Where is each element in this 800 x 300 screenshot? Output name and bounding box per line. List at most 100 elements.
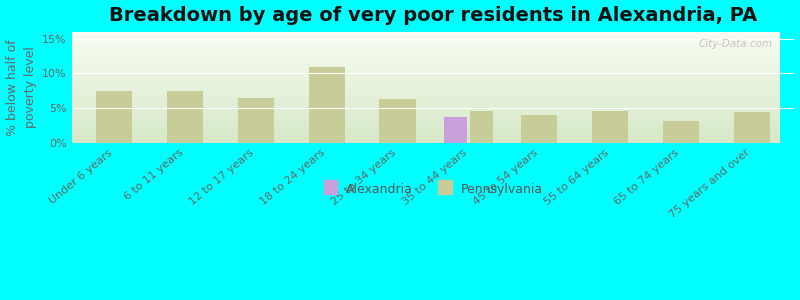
Bar [71,68,780,69]
Bar [71,88,780,89]
Bar [71,119,780,120]
Bar [71,47,780,48]
Bar [71,138,780,139]
Bar [71,96,780,97]
Bar [71,97,780,98]
Bar [71,103,780,104]
Bar [71,141,780,142]
Bar [309,67,345,143]
Bar [71,81,780,82]
Bar [71,89,780,90]
Bar [71,98,780,99]
Bar [71,65,780,66]
Bar [71,55,780,56]
Bar [71,132,780,133]
Bar [71,118,780,119]
Bar [71,38,780,39]
Bar [71,129,780,130]
Bar [71,99,780,100]
Bar [71,108,780,109]
Bar [71,126,780,127]
Bar [71,79,780,80]
Bar [71,115,780,116]
Bar [71,52,780,53]
Bar [592,112,628,143]
Bar [71,62,780,63]
Bar [71,73,780,74]
Bar [167,92,203,143]
Bar [71,69,780,70]
Bar [71,49,780,50]
Bar [71,140,780,141]
Bar [71,59,780,60]
Bar [71,124,780,125]
Bar [71,80,780,81]
Bar [71,102,780,103]
Bar [71,128,780,129]
Text: City-Data.com: City-Data.com [698,39,773,50]
Bar [71,107,780,108]
Bar [71,106,780,107]
Bar [71,94,780,95]
Bar [71,82,780,83]
Bar [71,125,780,126]
Bar [71,122,780,123]
Bar [71,63,780,64]
Bar [71,139,780,140]
Bar [71,90,780,91]
Bar [71,78,780,79]
Bar [71,117,780,118]
Bar [71,100,780,101]
Bar [71,137,780,138]
Bar [71,121,780,122]
Bar [71,123,780,124]
Bar [71,116,780,117]
Bar [71,77,780,78]
Bar [71,54,780,55]
Bar [71,136,780,137]
Bar [71,72,780,73]
Bar [71,83,780,84]
Bar [71,133,780,134]
Bar [71,101,780,102]
Bar [71,134,780,135]
Bar [71,127,780,128]
Bar [71,57,780,58]
Bar [379,99,416,143]
Bar [71,50,780,51]
Bar [71,60,780,61]
Bar [71,39,780,40]
Bar [71,76,780,77]
Bar [71,120,780,121]
Bar [71,93,780,94]
Bar [71,95,780,96]
Bar [96,91,132,143]
Bar [71,92,780,93]
Bar [238,98,274,143]
Bar [71,53,780,54]
Bar [71,46,780,47]
Bar [71,32,780,33]
Y-axis label: % below half of
poverty level: % below half of poverty level [6,39,37,136]
Bar [71,40,780,41]
Bar [71,44,780,45]
Bar [71,105,780,106]
Bar [71,84,780,85]
Bar [71,111,780,112]
Bar [470,111,493,143]
Bar [71,75,780,76]
Bar [71,74,780,75]
Bar [71,37,780,38]
Bar [663,121,699,143]
Bar [71,48,780,49]
Bar [71,58,780,59]
Bar [71,135,780,136]
Bar [521,115,558,143]
Bar [71,113,780,114]
Bar [71,85,780,86]
Bar [71,87,780,88]
Bar [71,86,780,87]
Bar [71,43,780,44]
Bar [71,71,780,72]
Bar [71,130,780,131]
